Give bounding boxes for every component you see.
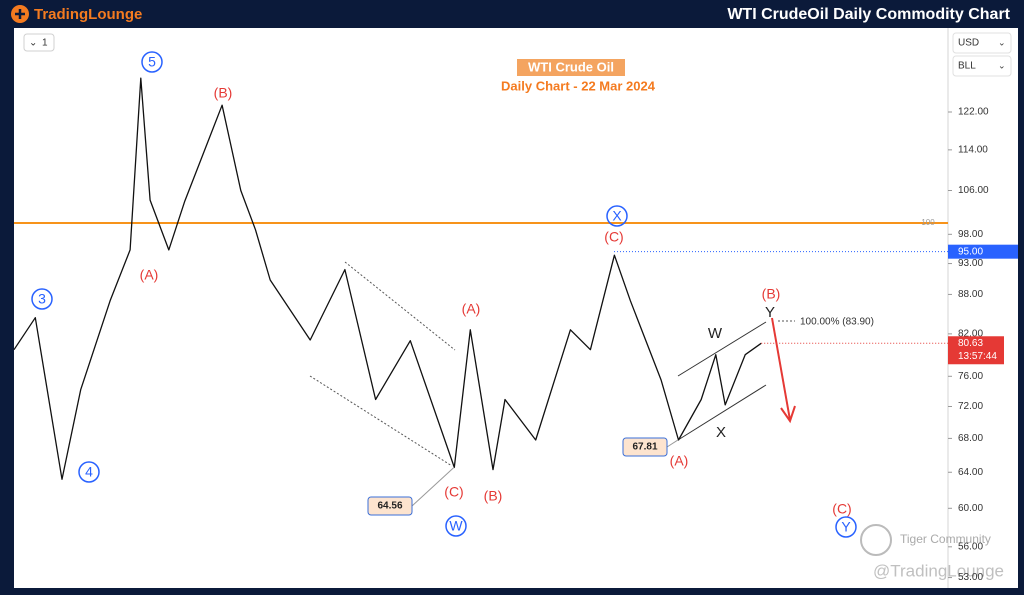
wave-label: (C): [604, 229, 623, 245]
y-tick-label: 76.00: [958, 371, 983, 382]
price-box-label: 64.56: [377, 501, 402, 512]
currency-text: USD: [958, 38, 979, 49]
channel-line: [309, 375, 453, 467]
currency-caret: ⌄: [998, 37, 1006, 47]
forecast-arrow: [771, 317, 796, 424]
wave-label: 3: [38, 291, 46, 307]
interval-value: 1: [42, 38, 48, 49]
currency-select[interactable]: [952, 32, 1012, 54]
price-box: [622, 437, 668, 457]
y-tick-label: 64.00: [958, 467, 983, 478]
channel-line: [677, 384, 767, 441]
wave-label: (A): [670, 453, 689, 469]
unit-text: BLL: [958, 61, 976, 72]
wave-label: (B): [484, 488, 503, 504]
interval-button[interactable]: [23, 33, 55, 52]
wave-label: W: [449, 518, 463, 534]
title-box: [517, 59, 625, 76]
leader-line: [666, 439, 679, 448]
leader-line: [411, 467, 455, 507]
channel-line: [344, 261, 456, 351]
wave-label: W: [708, 325, 723, 342]
wave-label: (B): [762, 286, 781, 302]
price-box-label: 67.81: [632, 442, 657, 453]
wave-circle: [835, 516, 857, 538]
wave-label: Y: [765, 304, 775, 321]
chart-panel: [14, 28, 1018, 588]
chart-subtitle: Daily Chart - 22 Mar 2024: [501, 78, 656, 93]
wave-circle: [31, 288, 53, 310]
y-tick-label: 106.00: [958, 185, 989, 196]
y-tick-label: 56.00: [958, 541, 983, 552]
brand: TradingLounge: [34, 6, 142, 23]
interval-caret: ⌄: [29, 38, 37, 49]
level-tag: [948, 244, 1018, 259]
channel-lines: [309, 261, 795, 467]
wave-circle: [606, 205, 628, 227]
y-tick-label: 93.00: [958, 258, 983, 269]
wave-circle: [445, 515, 467, 537]
y-tick-label: 114.00: [958, 145, 988, 156]
price-line: [13, 77, 762, 480]
wave-label: (C): [832, 501, 851, 517]
wave-circle: [78, 461, 100, 483]
watermark-handle: @TradingLounge: [873, 561, 1004, 580]
logo-glyph: [15, 9, 25, 19]
wave-label: (A): [462, 301, 481, 317]
wave-label: (B): [214, 85, 233, 101]
rising-channel: [677, 321, 767, 441]
arrow-head: [780, 405, 796, 424]
wave-label: (A): [140, 267, 159, 283]
level-tag-label: 95.00: [958, 246, 983, 257]
wave-label: 5: [148, 54, 156, 70]
last-price-tag: [948, 336, 1004, 365]
y-tick-label: 122.00: [958, 107, 989, 118]
unit-caret: ⌄: [998, 60, 1006, 70]
watermark-community: Tiger Community: [900, 532, 991, 546]
y-tick-label: 72.00: [958, 401, 983, 412]
countdown: 13:57:44: [958, 351, 997, 362]
y-tick-label: 88.00: [958, 289, 983, 300]
chart-title: WTI Crude Oil: [528, 59, 614, 74]
wave-label: (C): [444, 484, 463, 500]
y-tick-label: 98.00: [958, 229, 983, 240]
fib-label: 100.00% (83.90): [800, 317, 874, 328]
price-box: [367, 496, 413, 516]
y-tick-label: 68.00: [958, 433, 983, 444]
last-price-label: 80.63: [958, 338, 983, 349]
level-label: 100: [921, 218, 935, 227]
wave-label: 4: [85, 464, 93, 480]
channel-line: [677, 321, 767, 377]
arrow-shaft: [771, 317, 791, 421]
y-tick-label: 82.00: [958, 328, 983, 339]
y-tick-label: 53.00: [958, 572, 983, 583]
wave-circle: [141, 51, 163, 73]
wave-label: X: [716, 424, 726, 441]
unit-select[interactable]: [952, 55, 1012, 77]
wave-label: Y: [841, 519, 851, 535]
wave-label: X: [612, 208, 622, 224]
y-tick-label: 60.00: [958, 503, 983, 514]
watermark-icon: [860, 524, 892, 556]
header-title: WTI CrudeOil Daily Commodity Chart: [727, 6, 1010, 23]
